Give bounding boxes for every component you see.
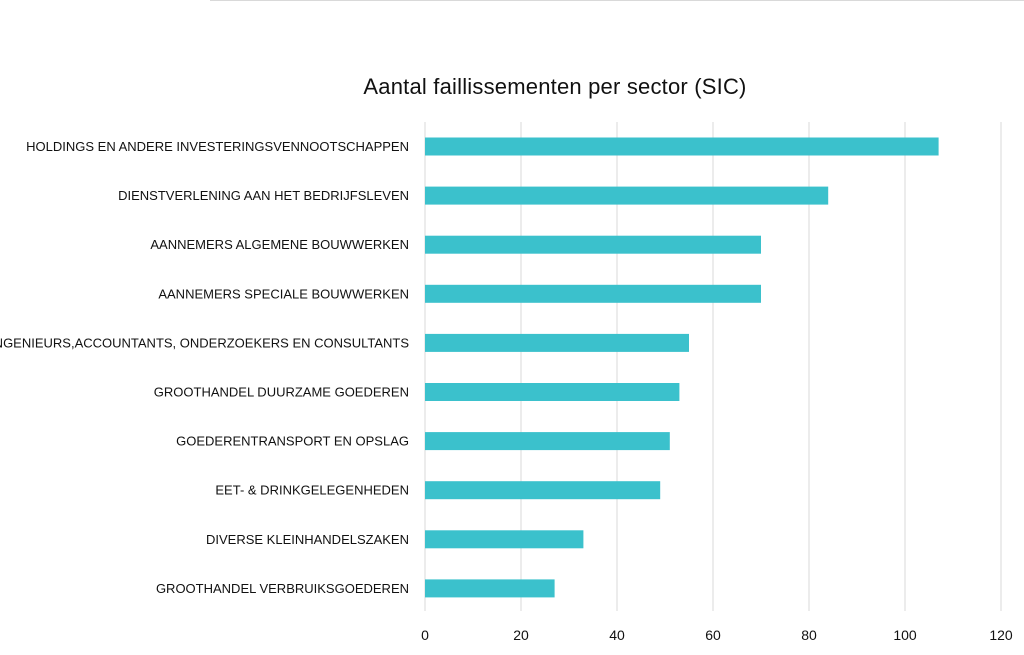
category-label: DIVERSE KLEINHANDELSZAKEN [206,532,409,547]
category-label: AANNEMERS SPECIALE BOUWWERKEN [158,286,409,301]
category-labels: HOLDINGS EN ANDERE INVESTERINGSVENNOOTSC… [0,139,409,596]
bar [425,186,829,205]
category-label: GOEDERENTRANSPORT EN OPSLAG [176,434,409,449]
bar [425,579,555,598]
bar [425,383,680,401]
x-tick-label: 100 [893,627,917,643]
x-tick-label: 60 [705,627,721,643]
bar [425,481,661,500]
chart-title: Aantal faillissementen per sector (SIC) [363,74,747,99]
bars [425,137,939,598]
x-tick-label: 0 [421,627,429,643]
x-tick-label: 40 [609,627,625,643]
category-label: GROOTHANDEL VERBRUIKSGOEDEREN [156,581,409,596]
x-tick-label: 120 [989,627,1013,643]
x-tick-labels: 0 20 40 60 80 100 120 [421,627,1013,643]
category-label: EET- & DRINKGELEGENHEDEN [215,483,409,498]
bar [425,432,670,451]
top-divider [210,0,1024,1]
x-tick-label: 80 [801,627,817,643]
category-label: AANNEMERS ALGEMENE BOUWWERKEN [150,237,409,252]
bar [425,333,689,352]
bar [425,284,761,303]
category-label: DIENSTVERLENING AAN HET BEDRIJFSLEVEN [118,188,409,203]
category-label: INGENIEURS,ACCOUNTANTS, ONDERZOEKERS EN … [0,335,409,350]
bar [425,235,761,254]
bar [425,530,584,549]
category-label: GROOTHANDEL DUURZAME GOEDEREN [154,385,409,400]
x-tick-label: 20 [513,627,529,643]
bar [425,137,939,156]
category-label: HOLDINGS EN ANDERE INVESTERINGSVENNOOTSC… [26,139,409,154]
